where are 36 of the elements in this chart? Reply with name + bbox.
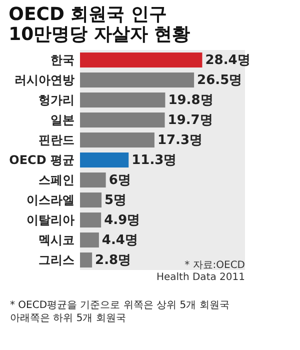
- y-tick-label: 멕시코: [38, 233, 74, 247]
- bar: [80, 252, 92, 268]
- y-tick-label: OECD 평균: [9, 153, 74, 167]
- bar: [80, 232, 99, 248]
- data-label: 19.8명: [168, 93, 214, 108]
- data-label: 26.5명: [197, 73, 242, 88]
- data-label: 5명: [104, 193, 127, 208]
- data-label: 11.3명: [132, 153, 177, 168]
- y-tick-label: 핀란드: [38, 133, 74, 147]
- data-label: 28.4명: [205, 53, 250, 68]
- y-tick-label: 이스라엘: [26, 193, 74, 207]
- bar: [80, 72, 194, 88]
- bar: [80, 192, 102, 208]
- data-label: 4.9명: [104, 213, 140, 228]
- y-tick-label: 스페인: [38, 173, 74, 187]
- text: * OECD평균을 기준으로 위쪽은 상위 5개 회원국 아래쪽은 하위 5개 회원국: [10, 300, 230, 325]
- y-tick-label: 일본: [50, 113, 74, 127]
- bar: [80, 52, 202, 68]
- data-label: 19.7명: [168, 113, 213, 128]
- bar: [80, 112, 165, 128]
- y-tick-label: 러시아연방: [14, 73, 74, 87]
- y-tick-label: 이탈리아: [26, 213, 74, 227]
- bar: [80, 152, 129, 168]
- bar: [80, 92, 166, 108]
- y-tick-label: 그리스: [38, 253, 74, 267]
- chart-title: OECD 회원국 인구 10만명당 자살자 현황: [8, 4, 190, 45]
- bar: [80, 132, 154, 148]
- y-tick-label: 헝가리: [38, 93, 74, 107]
- data-label: 6명: [108, 173, 131, 188]
- bar: [80, 212, 102, 228]
- y-tick-label: 한국: [50, 53, 74, 67]
- data-label: 17.3명: [157, 133, 203, 148]
- bar: [80, 172, 106, 188]
- annotation: * 자료:OECD Health Data 2011: [156, 260, 246, 283]
- data-label: 2.8명: [95, 253, 132, 268]
- data-label: 4.4명: [102, 233, 138, 248]
